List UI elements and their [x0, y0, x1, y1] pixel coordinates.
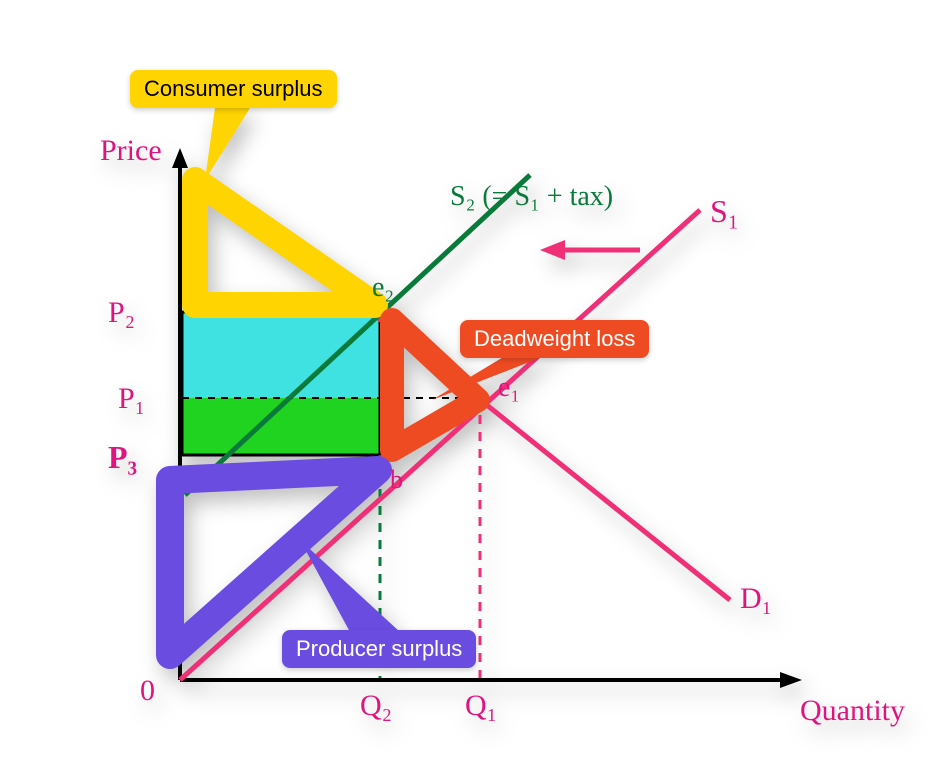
callout-consumer-surplus: Consumer surplus: [130, 70, 337, 108]
label-e1: e₁: [498, 372, 520, 403]
label-e2: e₂: [372, 272, 394, 303]
label-s1: S₁: [710, 193, 739, 229]
label-q1: Q₁: [465, 689, 497, 722]
y-axis-arrow: [172, 148, 188, 168]
label-b: b: [390, 465, 403, 494]
label-p1: P₁: [118, 382, 145, 415]
shift-arrow-head: [540, 240, 565, 260]
label-origin: 0: [140, 674, 155, 707]
callout-deadweight-loss: Deadweight loss: [460, 320, 649, 358]
callout-tail-cs: [205, 108, 250, 180]
label-p3: P₃: [108, 439, 137, 475]
region-tax-upper: [182, 312, 380, 398]
label-p2: P₂: [108, 296, 135, 329]
consumer-surplus-triangle: [195, 180, 375, 305]
callout-producer-surplus: Producer surplus: [282, 630, 476, 668]
label-price: Price: [100, 134, 162, 167]
label-q2: Q₂: [360, 689, 392, 722]
label-d1: D₁: [740, 582, 772, 615]
label-quantity: Quantity: [800, 694, 905, 727]
callout-tail-ps: [300, 540, 400, 632]
x-axis-arrow: [780, 672, 802, 688]
label-s2: S₂ (= S₁ + tax): [450, 181, 613, 212]
producer-surplus-triangle: [170, 470, 378, 655]
